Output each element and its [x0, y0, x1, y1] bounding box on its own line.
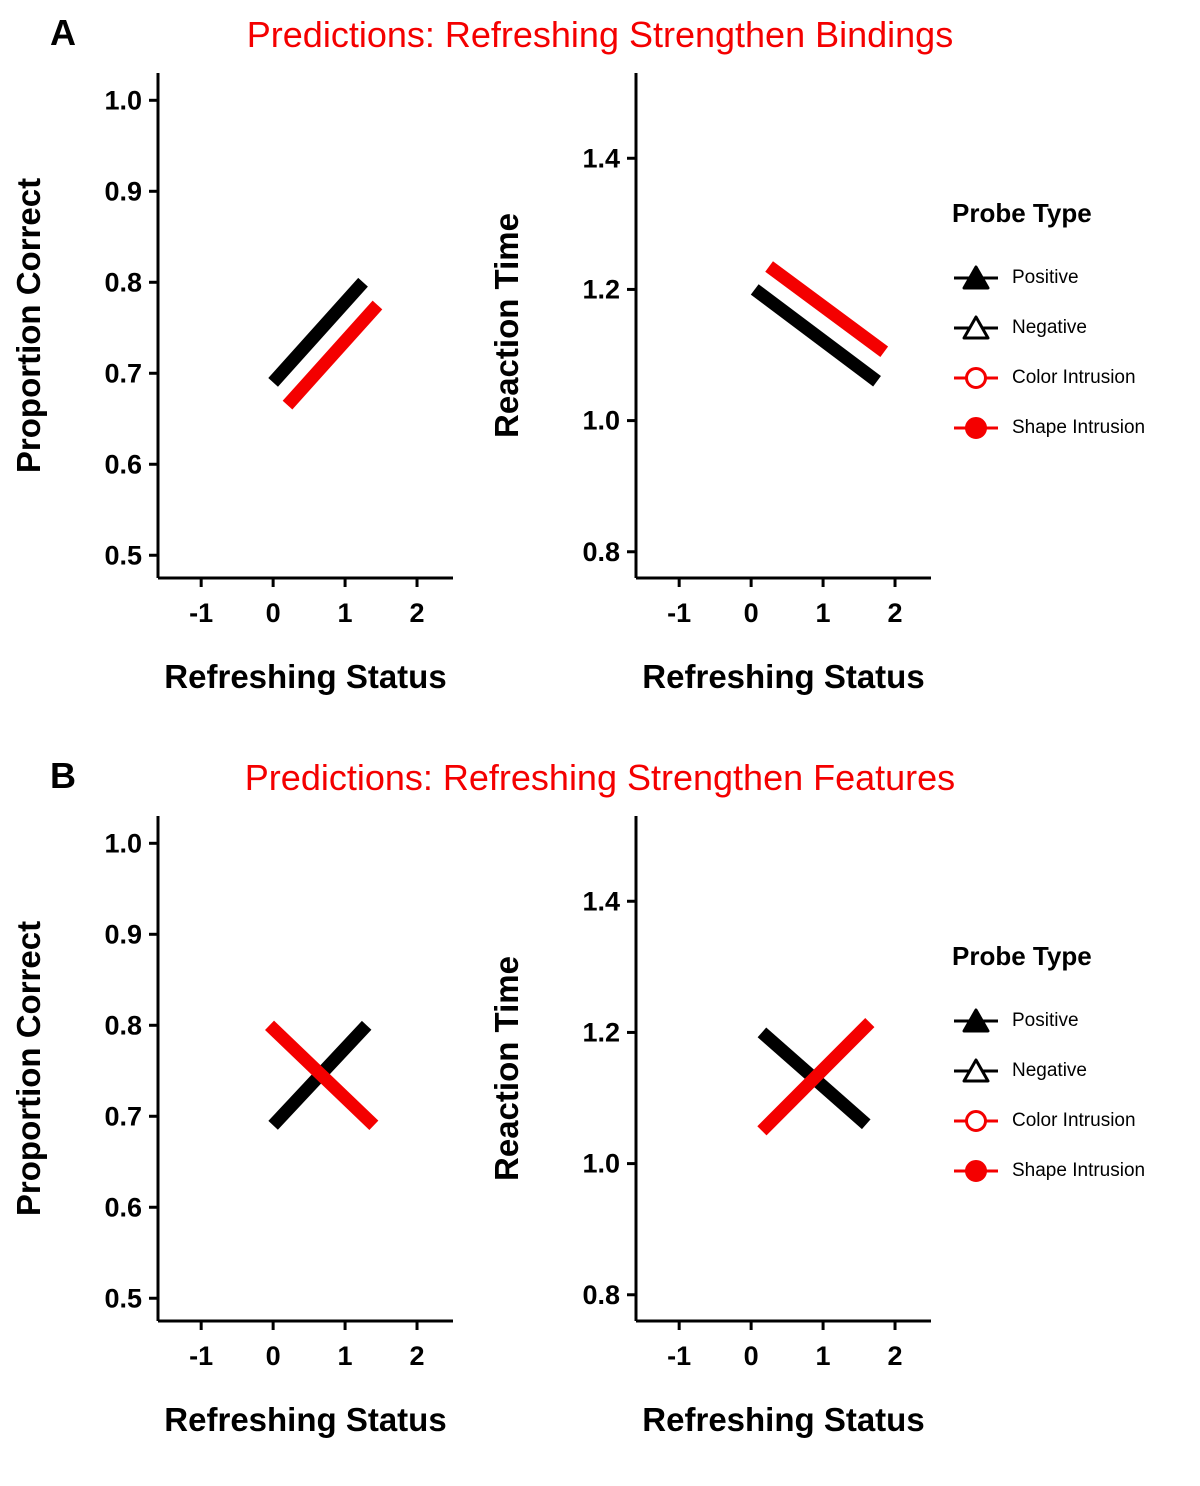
legend-item-positive: Positive: [952, 996, 1196, 1046]
x-axis-title: Refreshing Status: [642, 658, 924, 695]
panel-a: A Predictions: Refreshing Strengthen Bin…: [0, 0, 1200, 708]
y-tick-label: 0.6: [104, 1192, 142, 1222]
panel-a-body: 0.5 0.6 0.7 0.8 0.9 1.0 -1 0 1 2 Proportion Correc…: [0, 58, 1200, 708]
chart-b-proportion-correct: 0.5 0.6 0.7 0.8 0.9 1.0 -1 0 1 2 Proportion Correc…: [8, 801, 468, 1451]
x-tick-label: 1: [338, 1341, 353, 1371]
x-tick-label: 0: [744, 1341, 759, 1371]
x-tick-label: -1: [667, 1341, 691, 1371]
x-tick-label: 2: [410, 1341, 425, 1371]
circle-open-icon: [954, 1110, 998, 1132]
y-tick-label: 0.6: [104, 449, 142, 479]
x-axis-title: Refreshing Status: [164, 658, 446, 695]
panel-b: B Predictions: Refreshing Strengthen Fea…: [0, 743, 1200, 1486]
x-axis-title: Refreshing Status: [164, 1401, 446, 1438]
series-line-black: [750, 284, 881, 387]
series-line-black: [268, 277, 368, 387]
legend-title: Probe Type: [952, 941, 1092, 971]
x-tick-label: -1: [667, 598, 691, 628]
legend-item-label: Shape Intrusion: [1012, 417, 1146, 438]
legend-item-label: Positive: [1012, 1010, 1079, 1031]
y-tick-label: 0.5: [104, 540, 142, 570]
circle-filled-icon: [954, 417, 998, 439]
y-tick-label: 0.7: [104, 358, 142, 388]
legend-items: Positive Negative Color Intrusion Shape Int…: [952, 253, 1196, 453]
y-tick-label: 1.0: [582, 1149, 620, 1179]
legend-item-label: Negative: [1012, 317, 1087, 338]
x-tick-label: -1: [189, 598, 213, 628]
legend-probe-type: Probe Type Positive Negative Color Intrusi…: [952, 198, 1196, 453]
chart-b-proportion-correct-svg: 0.5 0.6 0.7 0.8 0.9 1.0 -1 0 1 2 Proportion Correc…: [10, 816, 453, 1438]
circle-open-icon: [954, 367, 998, 389]
y-tick-label: 0.9: [104, 919, 142, 949]
chart-a-reaction-time-svg: 0.8 1.0 1.2 1.4 -1 0 1 2 Reaction Time Refreshing…: [488, 73, 931, 695]
legend-item-negative: Negative: [952, 303, 1196, 353]
y-tick-label: 1.0: [104, 828, 142, 858]
y-tick-label: 1.2: [582, 1017, 620, 1047]
y-tick-label: 0.8: [104, 267, 142, 297]
legend-item-label: Color Intrusion: [1012, 1110, 1136, 1131]
y-tick-label: 1.0: [582, 406, 620, 436]
series-line-red: [282, 300, 383, 410]
y-tick-label: 0.8: [582, 537, 620, 567]
legend-item-color-intrusion: Color Intrusion: [952, 1096, 1196, 1146]
y-axis-title: Reaction Time: [488, 213, 525, 438]
legend-item-shape-intrusion: Shape Intrusion: [952, 1146, 1196, 1196]
legend-item-shape-intrusion: Shape Intrusion: [952, 403, 1196, 453]
y-axis-title: Reaction Time: [488, 956, 525, 1181]
legend-title: Probe Type: [952, 198, 1092, 228]
triangle-open-icon: [954, 1058, 998, 1083]
chart-a-proportion-correct-svg: 0.5 0.6 0.7 0.8 0.9 1.0 -1 0 1 2 Proportion Correc…: [10, 73, 453, 695]
panel-a-label: A: [50, 12, 76, 53]
legend-item-label: Color Intrusion: [1012, 367, 1136, 388]
legend-item-label: Positive: [1012, 267, 1079, 288]
x-tick-label: 2: [888, 598, 903, 628]
legend-probe-type: Probe Type Positive Negative Color Intrusi…: [952, 941, 1196, 1196]
chart-a-proportion-correct: 0.5 0.6 0.7 0.8 0.9 1.0 -1 0 1 2 Proportion Correc…: [8, 58, 468, 708]
panel-b-label: B: [50, 755, 76, 796]
legend-item-positive: Positive: [952, 253, 1196, 303]
y-tick-label: 1.4: [582, 886, 620, 916]
legend-items: Positive Negative Color Intrusion Shape Int…: [952, 996, 1196, 1196]
panel-b-title: Predictions: Refreshing Strengthen Featu…: [244, 757, 956, 798]
y-tick-label: 0.7: [104, 1101, 142, 1131]
legend-item-negative: Negative: [952, 1046, 1196, 1096]
x-tick-label: 0: [266, 598, 281, 628]
x-tick-label: 2: [410, 598, 425, 628]
circle-filled-icon: [954, 1160, 998, 1182]
panel-b-body: 0.5 0.6 0.7 0.8 0.9 1.0 -1 0 1 2 Proportion Correc…: [0, 801, 1200, 1451]
chart-b-reaction-time-svg: 0.8 1.0 1.2 1.4 -1 0 1 2 Reaction Time Refreshing…: [488, 816, 931, 1438]
x-tick-label: -1: [189, 1341, 213, 1371]
x-tick-label: 0: [744, 598, 759, 628]
triangle-filled-icon: [954, 1008, 998, 1033]
panel-b-header: B Predictions: Refreshing Strengthen Fea…: [0, 743, 1200, 801]
y-axis-title: Proportion Correct: [10, 921, 47, 1216]
triangle-filled-icon: [954, 265, 998, 290]
triangle-open-icon: [954, 315, 998, 340]
y-tick-label: 1.0: [104, 85, 142, 115]
y-tick-label: 1.2: [582, 274, 620, 304]
y-tick-label: 0.9: [104, 176, 142, 206]
chart-b-reaction-time: 0.8 1.0 1.2 1.4 -1 0 1 2 Reaction Time Refreshing…: [486, 801, 946, 1451]
x-tick-label: 2: [888, 1341, 903, 1371]
legend-item-color-intrusion: Color Intrusion: [952, 353, 1196, 403]
y-tick-label: 0.8: [104, 1010, 142, 1040]
x-tick-label: 1: [816, 1341, 831, 1371]
series-line-red: [765, 261, 889, 357]
panel-a-title: Predictions: Refreshing Strengthen Bindi…: [246, 14, 954, 55]
legend-item-label: Negative: [1012, 1060, 1087, 1081]
legend-item-label: Shape Intrusion: [1012, 1160, 1146, 1181]
panel-a-header: A Predictions: Refreshing Strengthen Bin…: [0, 0, 1200, 58]
x-tick-label: 0: [266, 1341, 281, 1371]
x-axis-title: Refreshing Status: [642, 1401, 924, 1438]
y-tick-label: 0.8: [582, 1280, 620, 1310]
chart-a-reaction-time: 0.8 1.0 1.2 1.4 -1 0 1 2 Reaction Time Refreshing…: [486, 58, 946, 708]
series-line-red: [757, 1018, 875, 1136]
y-axis-title: Proportion Correct: [10, 178, 47, 473]
y-tick-label: 0.5: [104, 1283, 142, 1313]
y-tick-label: 1.4: [582, 143, 620, 173]
x-tick-label: 1: [816, 598, 831, 628]
series-line-red: [265, 1020, 379, 1131]
x-tick-label: 1: [338, 598, 353, 628]
